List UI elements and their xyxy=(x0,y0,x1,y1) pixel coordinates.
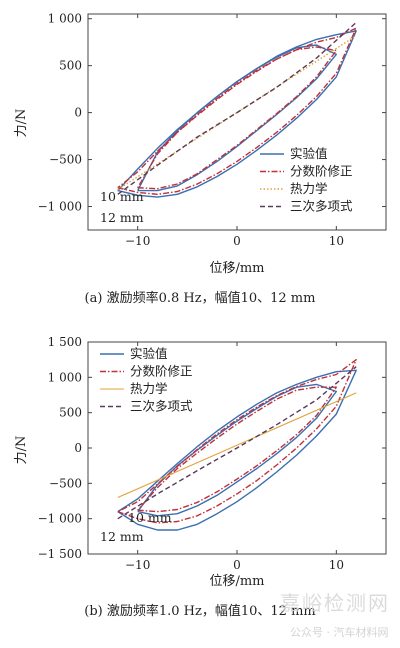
legend-label-a-3: 三次多项式 xyxy=(290,199,353,214)
caption-a: (a) 激励频率0.8 Hz，幅值10、12 mm xyxy=(85,290,316,306)
plot-area-b xyxy=(117,359,357,531)
legend-label-b-0: 实验值 xyxy=(130,346,168,361)
x-tick-label-b: −10 xyxy=(125,558,150,572)
x-tick-label-a: −10 xyxy=(125,234,150,248)
legend-label-b-1: 分数阶修正 xyxy=(130,364,193,379)
x-tick-label-b: 10 xyxy=(329,558,344,572)
series-b xyxy=(117,359,357,531)
y-tick-label-b: −1 000 xyxy=(38,512,82,526)
x-tick-label-a: 0 xyxy=(233,234,241,248)
y-tick-label-b: 1 500 xyxy=(48,335,82,349)
series-a-0-loop-1 xyxy=(117,30,357,198)
ticks-b: −10 0 10 1 500 1 000 500 0 −500 −1 000 −1 500 xyxy=(38,335,386,572)
panel-b: −10 0 10 1 500 1 000 500 0 −500 −1 000 −1 500 实验值… xyxy=(14,335,387,619)
caption-b: (b) 激励频率1.0 Hz，幅值10、12 mm xyxy=(84,603,315,619)
series-b-3-loop-0 xyxy=(117,366,357,520)
legend-label-a-0: 实验值 xyxy=(290,146,328,161)
ticks-a: −10 0 10 1 000 500 0 −500 −1 000 xyxy=(38,12,386,248)
watermark: 嘉峪检测网 公众号 · 汽车材料网 xyxy=(280,591,390,639)
y-tick-label-b: 500 xyxy=(59,406,82,420)
y-tick-label-b: −1 500 xyxy=(38,547,82,561)
watermark-text: 嘉峪检测网 xyxy=(280,591,390,615)
legend-label-a-2: 热力学 xyxy=(290,181,328,196)
series-b-2-loop-0 xyxy=(117,392,357,499)
x-tick-label-a: 10 xyxy=(329,234,344,248)
legend-label-b-3: 三次多项式 xyxy=(130,399,193,414)
series-b-1-loop-1 xyxy=(117,359,357,524)
annotations-b: 10 mm 12 mm xyxy=(100,510,172,544)
annotations-a: 10 mm 12 mm xyxy=(100,189,144,225)
annotation-b-0: 10 mm xyxy=(128,510,172,525)
x-axis-label-b: 位移/mm xyxy=(209,574,264,589)
series-b-0-loop-1 xyxy=(117,369,357,531)
annotation-a-0: 10 mm xyxy=(100,189,144,204)
y-tick-label-a: −1 000 xyxy=(38,200,82,214)
y-tick-label-b: 1 000 xyxy=(48,370,82,384)
series-a-3-loop-0 xyxy=(117,21,357,195)
series-a-1-loop-1 xyxy=(117,27,357,196)
annotation-a-1: 12 mm xyxy=(100,210,144,225)
y-axis-label-b: 力/N xyxy=(14,436,29,465)
y-tick-label-a: 500 xyxy=(59,59,82,73)
y-tick-label-b: −500 xyxy=(49,476,82,490)
y-tick-label-b: 0 xyxy=(74,441,82,455)
y-tick-label-a: −500 xyxy=(49,153,82,167)
panel-a: −10 0 10 1 000 500 0 −500 −1 000 实验值分数阶修正热力学三次多… xyxy=(14,12,387,306)
y-tick-label-a: 0 xyxy=(74,106,82,120)
x-tick-label-b: 0 xyxy=(233,558,241,572)
watermark-sub: 公众号 · 汽车材料网 xyxy=(290,625,389,639)
series-b-1-loop-0 xyxy=(137,386,337,513)
series-a xyxy=(117,21,357,198)
x-axis-label-a: 位移/mm xyxy=(209,261,264,276)
y-axis-label-a: 力/N xyxy=(14,109,29,138)
y-tick-label-a: 1 000 xyxy=(48,12,82,26)
annotation-b-1: 12 mm xyxy=(100,529,144,544)
legend-label-a-1: 分数阶修正 xyxy=(290,164,353,179)
series-a-1-loop-0 xyxy=(137,46,337,190)
series-b-0-loop-0 xyxy=(137,383,337,517)
plot-area-a xyxy=(117,21,357,198)
legend-label-b-2: 热力学 xyxy=(130,381,168,396)
